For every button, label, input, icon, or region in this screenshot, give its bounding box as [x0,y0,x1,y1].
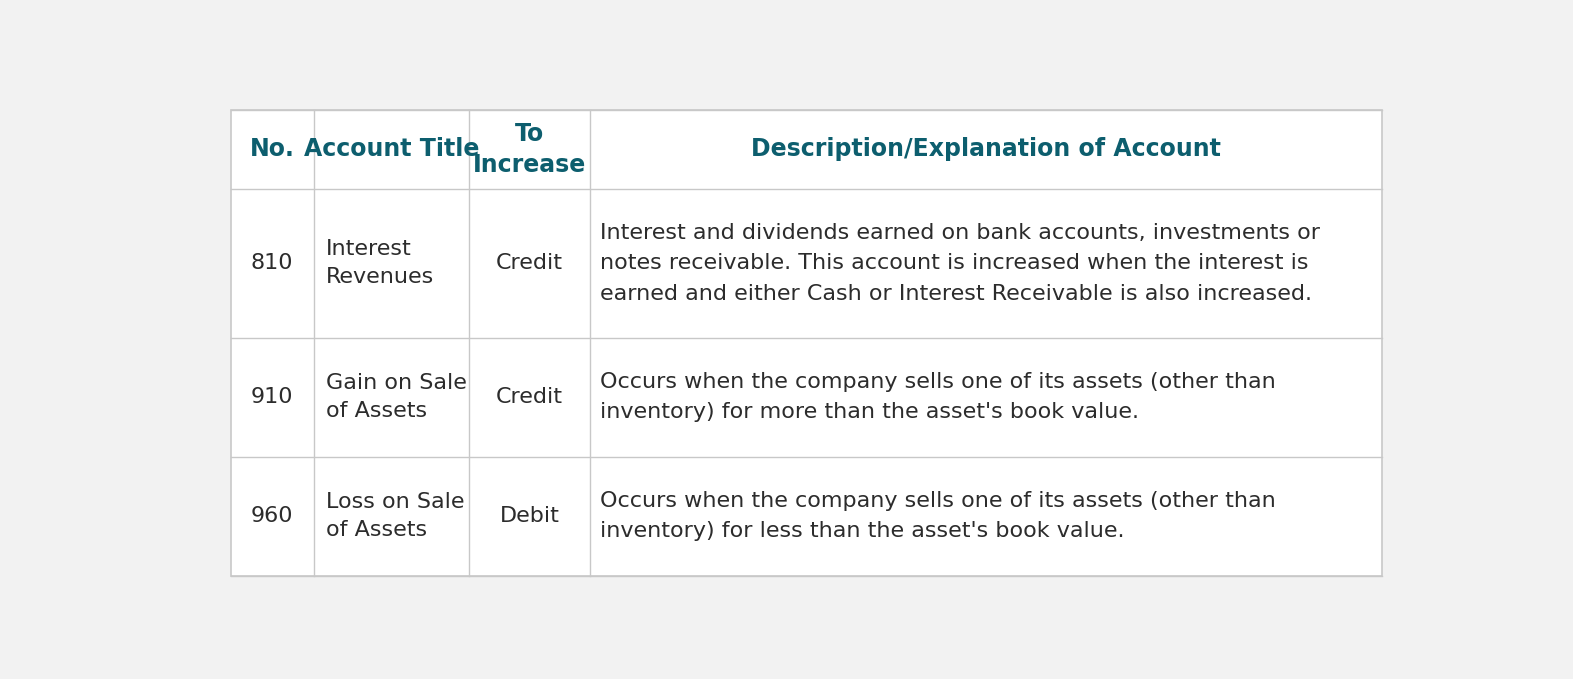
Text: Loss on Sale
of Assets: Loss on Sale of Assets [326,492,464,540]
Text: 810: 810 [252,253,294,273]
Text: Debit: Debit [500,506,560,526]
Text: Credit: Credit [495,387,563,407]
Text: 910: 910 [252,387,294,407]
Text: To
Increase: To Increase [473,122,587,177]
Text: 960: 960 [252,506,294,526]
Text: Gain on Sale
of Assets: Gain on Sale of Assets [326,373,467,421]
Text: Account Title: Account Title [304,137,480,162]
Text: Interest
Revenues: Interest Revenues [326,239,434,287]
Text: No.: No. [250,137,294,162]
Text: Credit: Credit [495,253,563,273]
Bar [231,110,1381,576]
Text: Occurs when the company sells one of its assets (other than
inventory) for less : Occurs when the company sells one of its… [599,491,1276,541]
Text: Occurs when the company sells one of its assets (other than
inventory) for more : Occurs when the company sells one of its… [599,372,1276,422]
Text: Interest and dividends earned on bank accounts, investments or
notes receivable.: Interest and dividends earned on bank ac… [599,223,1320,304]
Text: Description/Explanation of Account: Description/Explanation of Account [750,137,1221,162]
